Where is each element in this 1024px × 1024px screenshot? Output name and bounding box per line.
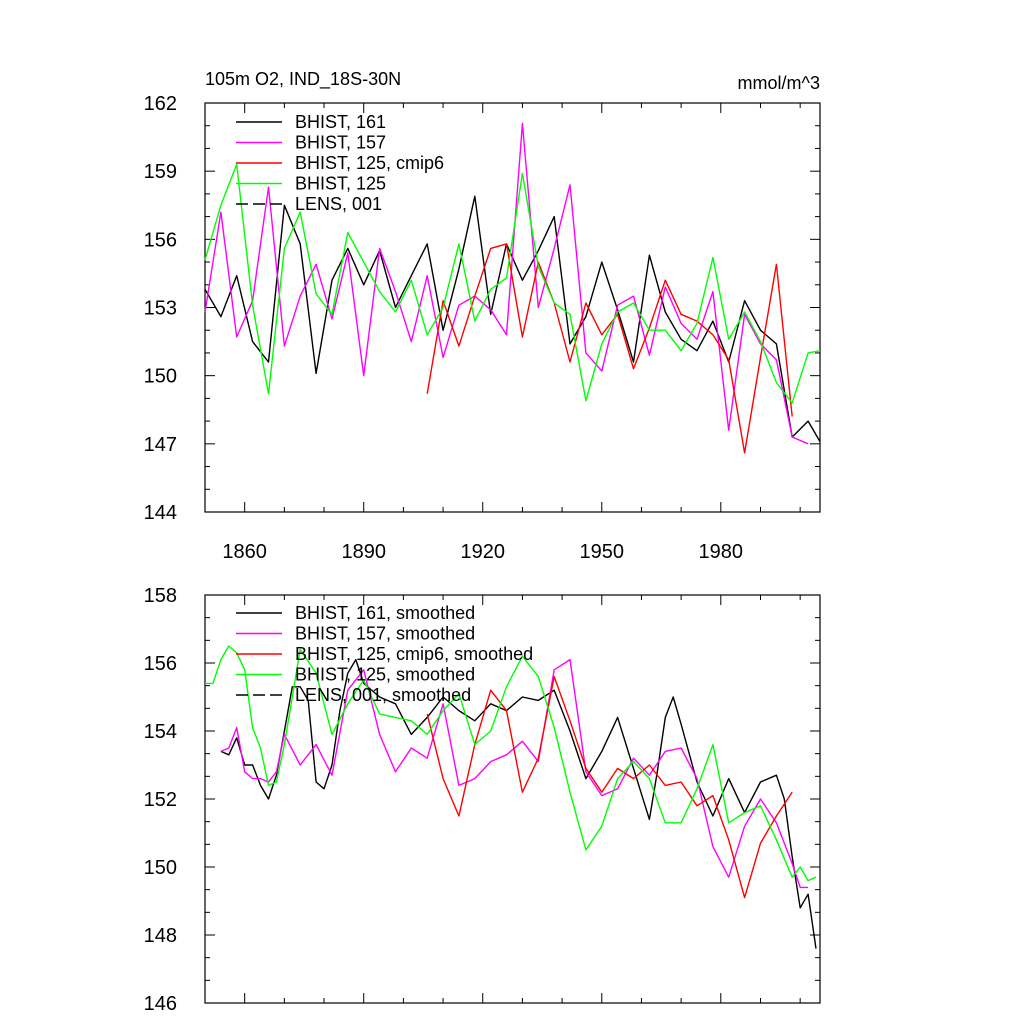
x-tick-label: 1980 xyxy=(699,541,744,563)
legend-label: BHIST, 125, smoothed xyxy=(295,665,475,685)
x-tick-label: 1890 xyxy=(341,541,386,563)
y-tick-label: 144 xyxy=(144,502,177,524)
y-tick-label: 153 xyxy=(144,298,177,320)
y-tick-label: 162 xyxy=(144,93,177,115)
y-tick-label: 154 xyxy=(144,721,177,743)
series-line-1 xyxy=(204,122,809,445)
y-tick-label: 159 xyxy=(144,161,177,183)
series-line-0 xyxy=(220,658,817,949)
y-tick-label: 158 xyxy=(144,585,177,607)
legend-label: BHIST, 161 xyxy=(295,112,386,132)
bottom-panel: 146 148 150 152 154 156 158 BHIST, 161, smoothe… xyxy=(144,585,821,1015)
units-label: mmol/m^3 xyxy=(738,73,820,93)
series-line-0 xyxy=(204,195,821,442)
series-line-2 xyxy=(426,243,793,454)
y-tick-label: 150 xyxy=(144,366,177,388)
legend-label: BHIST, 157 xyxy=(295,133,386,153)
top-panel: 105m O2, IND_18S-30N mmol/m^3 144 147 150 153… xyxy=(144,69,821,563)
legend-label: LENS, 001, smoothed xyxy=(295,685,471,705)
x-tick-label: 1950 xyxy=(580,541,625,563)
legend-label: BHIST, 157, smoothed xyxy=(295,624,475,644)
y-tick-label: 147 xyxy=(144,434,177,456)
x-tick-label: 1920 xyxy=(460,541,505,563)
y-tick-label: 148 xyxy=(144,925,177,947)
y-tick-label: 150 xyxy=(144,857,177,879)
legend-label: BHIST, 125, cmip6 xyxy=(295,153,444,173)
series-line-3 xyxy=(204,163,821,404)
legend-label: LENS, 001 xyxy=(295,194,382,214)
series-line-3 xyxy=(205,645,817,882)
y-tick-label: 156 xyxy=(144,653,177,675)
y-tick-label: 146 xyxy=(144,993,177,1015)
series-line-2 xyxy=(426,675,793,899)
legend-label: BHIST, 161, smoothed xyxy=(295,603,475,623)
chart-title: 105m O2, IND_18S-30N xyxy=(205,69,401,90)
y-tick-label: 156 xyxy=(144,229,177,251)
series-line-1 xyxy=(220,658,809,889)
legend-label: BHIST, 125, cmip6, smoothed xyxy=(295,644,533,664)
y-tick-label: 152 xyxy=(144,789,177,811)
x-tick-label: 1860 xyxy=(222,541,267,563)
legend-label: BHIST, 125 xyxy=(295,174,386,194)
